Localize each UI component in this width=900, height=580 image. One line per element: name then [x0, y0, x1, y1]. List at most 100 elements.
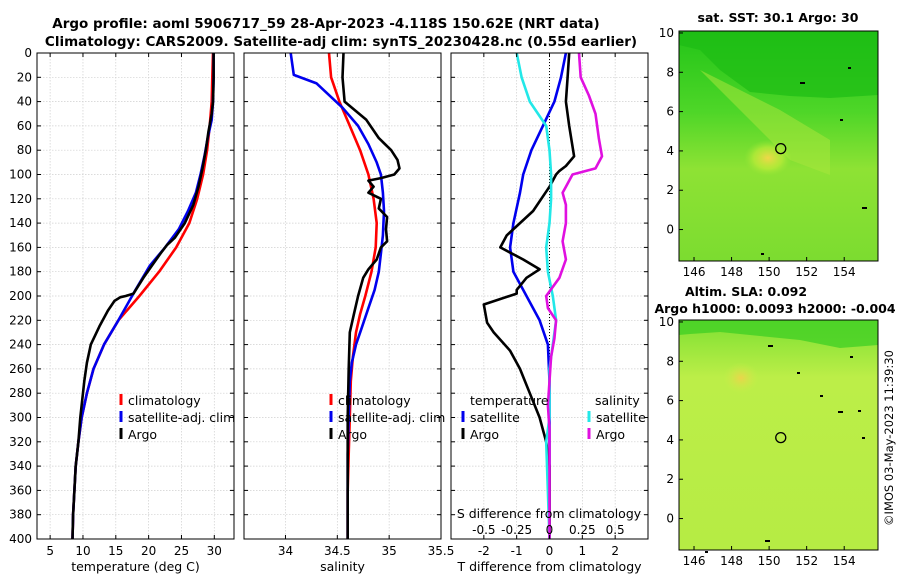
y-tick-label: 120 [9, 192, 32, 206]
x-tick-label: 0 [546, 544, 554, 558]
y-tick-label: 200 [9, 289, 32, 303]
sla-map [678, 319, 879, 553]
axes-frame [36, 52, 235, 540]
y-tick-label: 240 [9, 338, 32, 352]
map-y-tick-label: 6 [666, 394, 674, 408]
y-tick-label: 320 [9, 435, 32, 449]
map-x-tick-label: 152 [795, 554, 818, 568]
x-axis-label: temperature (deg C) [71, 559, 200, 574]
s-tick-label: -0.5 [472, 523, 495, 537]
legend-label: Argo [470, 427, 499, 442]
sst-argo-marker [775, 142, 787, 155]
sst-map-frame [678, 30, 879, 262]
map-y-tick-label: 8 [666, 65, 674, 79]
legend-label: climatology [338, 393, 411, 408]
island-mark [862, 437, 865, 439]
y-tick-label: 300 [9, 411, 32, 425]
s-tick-label: 0.25 [569, 523, 596, 537]
island-mark [768, 345, 773, 347]
y-tick-label: 0 [24, 46, 32, 60]
map-x-tick-label: 146 [683, 554, 706, 568]
y-tick-label: 360 [9, 483, 32, 497]
sst-map-title: sat. SST: 30.1 Argo: 30 [698, 10, 859, 25]
x-tick-label: -2 [478, 544, 490, 558]
series-line-t-satellite [508, 52, 568, 539]
x-tick-label: 15 [108, 544, 123, 558]
sst-map-axes: 146 148 150 152 154 0 2 4 6 8 10 [659, 26, 856, 279]
legend-label: satellite [596, 410, 646, 425]
x-tick-label: 35.5 [428, 544, 455, 558]
sla-map-title-2: Argo h1000: 0.0093 h2000: -0.004 [654, 301, 895, 316]
figure-title-line2: Climatology: CARS2009. Satellite-adj cli… [45, 34, 637, 50]
y-tick-label: 100 [9, 168, 32, 182]
x-tick-label: 2 [611, 544, 619, 558]
figure-title-line1: Argo profile: aoml 5906717_59 28-Apr-202… [52, 16, 599, 32]
x-axis-label: T difference from climatology [456, 559, 642, 574]
island-mark [840, 119, 843, 121]
y-tick-label: 380 [9, 508, 32, 522]
island-mark [820, 395, 823, 397]
x-tick-label: 34.5 [324, 544, 351, 558]
series-line-t-argo [482, 52, 576, 539]
island-mark [850, 356, 853, 358]
y-tick-label: 260 [9, 362, 32, 376]
y-tick-label: 60 [17, 119, 32, 133]
x-tick-label: 34 [278, 544, 293, 558]
island-mark [848, 67, 851, 69]
island-mark [761, 253, 764, 255]
legend-label: climatology [128, 393, 201, 408]
legend-label: Argo [128, 427, 157, 442]
island-mark [862, 207, 867, 209]
map-x-tick-label: 148 [720, 265, 743, 279]
y-tick-label: 280 [9, 386, 32, 400]
map-x-tick-label: 154 [833, 265, 856, 279]
island-mark [765, 540, 770, 542]
legend-label: satellite [470, 410, 520, 425]
map-x-tick-label: 154 [833, 554, 856, 568]
island-mark [797, 372, 800, 374]
x-axis-label: salinity [320, 559, 365, 574]
map-y-tick-label: 2 [666, 183, 674, 197]
y-tick-label: 340 [9, 459, 32, 473]
x-tick-label: 35 [382, 544, 397, 558]
map-x-tick-label: 152 [795, 265, 818, 279]
sla-map-title-1: Altim. SLA: 0.092 [685, 284, 807, 299]
y-tick-label: 80 [17, 143, 32, 157]
sla-argo-marker [775, 431, 787, 444]
copyright-label: ©IMOS 03-May-2023 11:39:30 [882, 350, 896, 526]
y-tick-label: 140 [9, 216, 32, 230]
map-x-tick-label: 150 [758, 265, 781, 279]
island-mark [838, 411, 843, 413]
x-tick-label: -1 [511, 544, 523, 558]
s-tick-label: 0 [546, 523, 554, 537]
y-tick-label: 180 [9, 265, 32, 279]
x-tick-label: 5 [46, 544, 54, 558]
map-y-tick-label: 4 [666, 433, 674, 447]
temperature-panel: 0 20 40 60 80 100 120 140 160 180 200 220 240 260 280 3… [9, 46, 235, 574]
map-y-tick-label: 4 [666, 144, 674, 158]
sla-low-region [679, 320, 878, 348]
y-tick-label: 400 [9, 532, 32, 546]
sst-warm-tongue [700, 70, 830, 175]
legend-heading-temperature: temperature [470, 393, 549, 408]
legend-label: Argo [338, 427, 367, 442]
y-tick-label: 20 [17, 70, 32, 84]
series-line-s-argo [544, 52, 604, 539]
s-axis-label: S difference from climatology [457, 506, 642, 521]
sla-map-field [679, 320, 878, 550]
map-y-tick-label: 10 [659, 315, 674, 329]
island-mark [705, 551, 708, 553]
island-mark [858, 410, 861, 412]
legend-heading-salinity: salinity [595, 393, 640, 408]
y-tick-label: 220 [9, 313, 32, 327]
salinity-panel: 34 34.5 35 35.5 salinity climatology satellite… [243, 52, 455, 574]
s-tick-label: 0.5 [606, 523, 625, 537]
sst-islands [761, 67, 867, 255]
series-line-argo [71, 53, 215, 540]
map-y-tick-label: 0 [666, 223, 674, 237]
map-x-tick-label: 146 [683, 265, 706, 279]
x-tick-label: 10 [75, 544, 90, 558]
map-y-tick-label: 6 [666, 105, 674, 119]
island-mark [800, 82, 805, 84]
